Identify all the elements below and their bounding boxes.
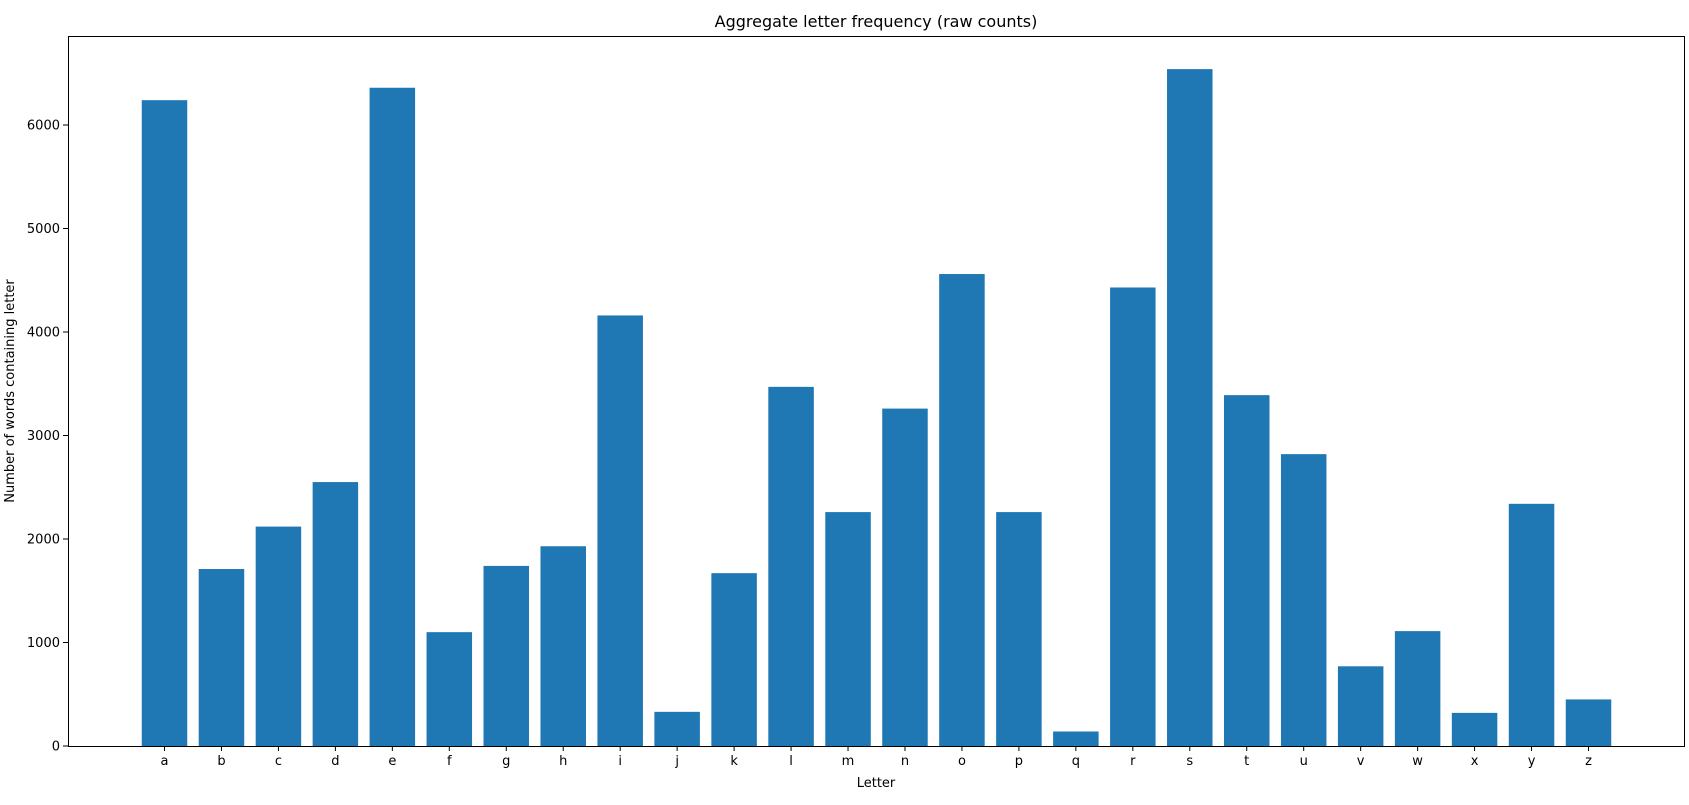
x-tick-label: w	[1412, 754, 1423, 769]
bar-y	[1508, 503, 1555, 746]
x-tick-label: t	[1244, 754, 1249, 769]
x-tick-label: r	[1130, 754, 1136, 769]
x-tick-label: h	[559, 754, 567, 769]
x-tick-label: c	[275, 754, 282, 769]
bar-z	[1565, 699, 1612, 746]
bar-s	[1167, 69, 1213, 747]
x-tick-label: b	[217, 754, 225, 769]
chart-title: Aggregate letter frequency (raw counts)	[715, 12, 1038, 31]
bar-u	[1280, 454, 1327, 746]
bar-v	[1337, 666, 1384, 746]
x-tick-label: j	[674, 754, 679, 769]
bar-b	[198, 569, 245, 746]
x-tick-label: l	[789, 754, 793, 769]
bar-i	[597, 315, 643, 746]
y-tick-label: 5000	[27, 222, 60, 237]
bar-d	[312, 482, 359, 746]
x-tick-label: s	[1186, 754, 1193, 769]
bar-j	[654, 711, 700, 746]
bar-h	[540, 546, 586, 746]
bar-c	[255, 526, 302, 746]
x-tick-label: n	[901, 754, 909, 769]
bar-p	[996, 512, 1042, 746]
bar-w	[1394, 631, 1441, 746]
bar-n	[882, 408, 928, 746]
bar-f	[426, 632, 473, 746]
y-tick-label: 2000	[27, 533, 60, 548]
bar-g	[483, 565, 530, 746]
y-axis-ticks: 0 1000 2000 3000 4000 5000 6000	[27, 119, 68, 755]
x-tick-label: i	[618, 754, 622, 769]
x-axis-label: Letter	[857, 776, 896, 791]
bar-t	[1223, 395, 1270, 746]
y-axis-label: Number of words containing letter	[3, 279, 18, 503]
x-tick-label: u	[1300, 754, 1308, 769]
x-tick-label: o	[958, 754, 966, 769]
x-axis-ticks: a b c d e f g h i j k l m n o p q r s t u v w x y z	[161, 746, 1592, 769]
x-tick-label: p	[1015, 754, 1023, 769]
bar-m	[825, 512, 871, 746]
bars-group	[141, 69, 1612, 747]
y-tick-label: 3000	[27, 429, 60, 444]
y-tick-label: 1000	[27, 636, 60, 651]
bar-o	[939, 274, 985, 746]
bar-q	[1053, 731, 1099, 746]
bar-a	[141, 100, 188, 747]
bar-e	[369, 87, 416, 746]
x-tick-label: k	[730, 754, 738, 769]
bar-l	[768, 386, 814, 746]
x-tick-label: a	[161, 754, 169, 769]
x-tick-label: y	[1528, 754, 1536, 769]
x-tick-label: f	[447, 754, 452, 769]
bar-k	[711, 573, 757, 746]
x-tick-label: z	[1585, 754, 1592, 769]
y-tick-label: 0	[52, 740, 60, 755]
x-tick-label: m	[842, 754, 855, 769]
x-tick-label: e	[388, 754, 396, 769]
y-tick-label: 6000	[27, 119, 60, 134]
x-tick-label: q	[1072, 754, 1080, 769]
x-tick-label: x	[1471, 754, 1479, 769]
x-tick-label: v	[1357, 754, 1365, 769]
plot-frame	[68, 36, 1685, 747]
bar-r	[1110, 287, 1156, 746]
x-tick-label: g	[502, 754, 510, 769]
y-tick-label: 4000	[27, 326, 60, 341]
x-tick-label: d	[331, 754, 339, 769]
bar-x	[1451, 712, 1498, 746]
